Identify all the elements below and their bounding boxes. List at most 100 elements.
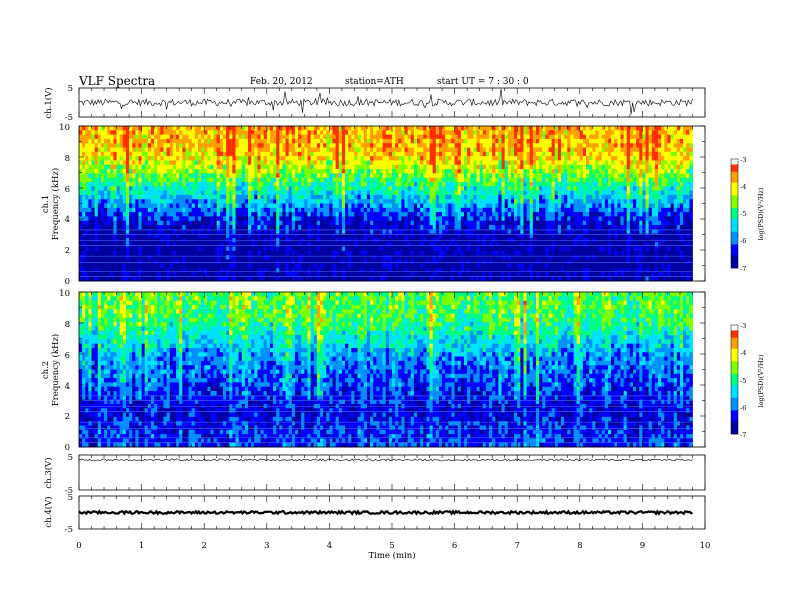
ch1-spectrogram-cell <box>125 216 130 222</box>
ch1-spectrogram-cell <box>172 130 177 136</box>
ch1-spectrogram-cell <box>169 143 174 148</box>
ch1-spectrogram-cell <box>210 156 214 161</box>
ch1-spectrogram-cell <box>91 207 96 213</box>
ch1-spectrogram-cell <box>479 134 484 140</box>
ch1-spectrogram-cell <box>150 169 155 174</box>
ch1-spectrogram-cell <box>154 143 158 148</box>
ch1-spectrogram-cell <box>426 237 430 243</box>
ch1-spectrogram-cell <box>154 199 158 204</box>
ch1-spectrogram-cell <box>294 199 299 204</box>
ch1-spectrogram-cell <box>435 207 440 213</box>
ch1-spectrogram-cell <box>207 259 211 265</box>
ch1-spectrogram-cell <box>191 246 196 252</box>
ch1-spectrogram-cell <box>226 203 230 209</box>
ch1-spectrogram-cell <box>392 242 396 247</box>
ch1-spectrogram-cell <box>316 229 321 235</box>
ch1-spectrogram-cell <box>244 199 249 204</box>
ch1-spectrogram-cell <box>288 259 293 265</box>
ch1-spectrogram-cell <box>376 194 380 200</box>
ch1-spectrogram-cell <box>132 268 136 273</box>
ch1-spectrogram-cell <box>254 134 258 140</box>
ch1-spectrogram-cell <box>354 173 358 179</box>
ch1-spectrogram-cell <box>360 164 365 170</box>
ch1-spectrogram-cell <box>213 203 218 209</box>
ch1-spectrogram-cell <box>188 134 193 140</box>
ch1-spectrogram-cell <box>307 194 312 200</box>
ch1-spectrogram-cell <box>451 229 455 235</box>
ch1-spectrogram-cell <box>495 173 499 179</box>
ch1-spectrogram-cell <box>298 242 302 247</box>
ch1-spectrogram-cell <box>110 156 114 161</box>
ch1-spectrogram-cell <box>248 177 252 183</box>
ch1-spectrogram-cell <box>276 143 280 148</box>
ch1-spectrogram-cell <box>135 276 139 282</box>
ch1-spectrogram-cell <box>326 147 330 153</box>
ch1-spectrogram-cell <box>357 276 362 282</box>
ch1-spectrogram-cell <box>379 220 384 226</box>
ch1-spectrogram-cell <box>451 276 455 282</box>
ch1-spectrogram-cell <box>282 233 286 239</box>
ch1-spectrogram-cell <box>345 130 349 136</box>
ch1-spectrogram-cell <box>467 126 471 131</box>
ch1-spectrogram-cell <box>376 134 380 140</box>
ch1-spectrogram-cell <box>495 160 499 166</box>
ch1-spectrogram-cell <box>376 276 380 282</box>
ch1-spectrogram-cell <box>176 268 180 273</box>
ch1-spectrogram-cell <box>313 259 318 265</box>
ch1-spectrogram-cell <box>154 164 158 170</box>
ch1-spectrogram-cell <box>388 169 393 174</box>
ch1-spectrogram-cell <box>323 190 327 196</box>
ch1-spectrogram-cell <box>451 160 455 166</box>
ch1-spectrogram-cell <box>257 263 261 269</box>
ch1-spectrogram-cell <box>119 203 124 209</box>
ch1-spectrogram-cell <box>445 233 449 239</box>
ch1-spectrogram-cell <box>273 156 277 161</box>
ch1-spectrogram-cell <box>194 160 199 166</box>
ch1-spectrogram-cell <box>125 212 130 217</box>
ch1-spectrogram-cell <box>338 160 343 166</box>
ch1-spectrogram-cell <box>404 229 409 235</box>
ch1-spectrogram-cell <box>269 194 274 200</box>
ch1-spectrogram-cell <box>204 181 208 187</box>
ch1-spectrogram-cell <box>401 173 405 179</box>
ch1-spectrogram-cell <box>432 207 437 213</box>
ch1-spectrogram-cell <box>423 203 427 209</box>
ch1-spectrogram-cell <box>241 220 246 226</box>
ch1-spectrogram-cell <box>335 190 340 196</box>
ch1-spectrogram-cell <box>320 194 324 200</box>
ch1-spectrogram-cell <box>338 151 343 157</box>
ch1-spectrogram-cell <box>388 250 393 256</box>
ch1-spectrogram-cell <box>370 186 374 191</box>
ch1-spectrogram-cell <box>185 164 189 170</box>
ch1-spectrogram-cell <box>476 143 481 148</box>
ch1-spectrogram-cell <box>482 143 487 148</box>
ch1-spectrogram-cell <box>213 151 218 157</box>
ch1-spectrogram-cell <box>188 268 193 273</box>
ch1-spectrogram-cell <box>294 250 299 256</box>
ch1-spectrogram-cell <box>85 151 89 157</box>
ch1-spectrogram-cell <box>100 164 105 170</box>
ch1-spectrogram-cell <box>248 134 252 140</box>
ch1-spectrogram-cell <box>135 263 139 269</box>
ch1-spectrogram-cell <box>210 242 214 247</box>
ch1-spectrogram-cell <box>413 233 418 239</box>
ch1-spectrogram-cell <box>191 272 196 278</box>
ch1-spectrogram-cell <box>104 194 108 200</box>
ch1-spectrogram-cell <box>313 190 318 196</box>
ch1-spectrogram-cell <box>335 203 340 209</box>
ch1-spectrogram-cell <box>485 207 490 213</box>
ch1-spectrogram-cell <box>448 160 452 166</box>
ch1-spectrogram-cell <box>291 250 296 256</box>
ch1-spectrogram-cell <box>291 229 296 235</box>
ch1-spectrogram-cell <box>157 134 161 140</box>
ch1-spectrogram-cell <box>219 233 224 239</box>
ch1-spectrogram-cell <box>88 276 92 282</box>
ch1-spectrogram-cell <box>235 207 240 213</box>
ch1-spectrogram-cell <box>100 246 105 252</box>
ch1-spectrogram-cell <box>185 138 189 144</box>
ch1-spectrogram-cell <box>363 237 368 243</box>
ch1-spectrogram-cell <box>163 190 168 196</box>
ch1-spectrogram-cell <box>460 199 465 204</box>
ch1-spectrogram-cell <box>222 130 227 136</box>
ch1-spectrogram-cell <box>348 225 352 230</box>
